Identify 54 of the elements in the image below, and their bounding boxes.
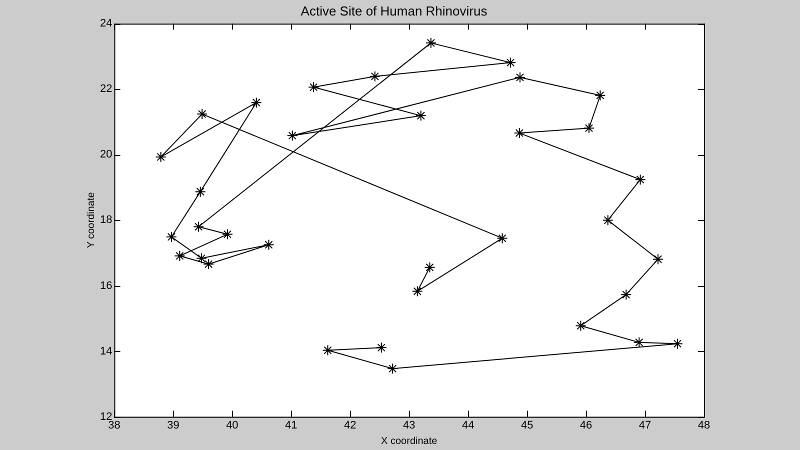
point — [196, 108, 208, 120]
point — [505, 57, 516, 68]
y-tick-label: 20 — [100, 148, 112, 161]
point — [594, 90, 606, 101]
point — [308, 82, 320, 93]
y-tick-label: 18 — [100, 214, 112, 226]
point — [412, 286, 423, 297]
point — [222, 228, 233, 240]
point — [387, 363, 398, 374]
point — [322, 344, 334, 356]
point — [369, 70, 380, 82]
point — [672, 338, 683, 350]
x-tick-label: 44 — [462, 419, 474, 432]
point — [196, 252, 208, 264]
x-tick-label: 38 — [108, 419, 120, 432]
point — [203, 258, 214, 270]
point — [193, 221, 204, 232]
x-tick-label: 41 — [285, 419, 298, 432]
point — [155, 151, 166, 162]
point — [166, 231, 177, 242]
point — [602, 214, 614, 226]
x-tick-label: 47 — [638, 419, 652, 432]
point — [514, 72, 526, 83]
x-tick-label: 45 — [520, 419, 534, 432]
x-axis-title: X coordinate — [381, 436, 438, 447]
point — [376, 342, 387, 354]
point — [415, 110, 426, 122]
y-tick-label: 16 — [100, 280, 112, 292]
point — [620, 289, 632, 300]
x-tick-label: 39 — [167, 419, 180, 432]
point — [174, 250, 186, 262]
point — [194, 186, 206, 198]
point — [575, 320, 586, 332]
point — [583, 122, 594, 134]
point — [424, 262, 436, 273]
point — [634, 336, 645, 348]
point — [496, 232, 508, 244]
point — [425, 37, 436, 48]
point — [263, 239, 274, 250]
point — [634, 174, 646, 186]
y-axis-title: Y coordinate — [86, 192, 97, 248]
point — [514, 128, 525, 139]
chart-title: Active Site of Human Rhinovirus — [300, 3, 488, 18]
x-tick-label: 46 — [580, 419, 592, 432]
x-tick-label: 43 — [402, 419, 416, 432]
x-tick-label: 42 — [344, 419, 356, 432]
x-tick-label: 48 — [698, 419, 710, 432]
point — [652, 254, 664, 265]
y-tick-label: 24 — [100, 18, 112, 30]
point — [286, 130, 298, 142]
point — [250, 97, 262, 108]
y-tick-label: 14 — [100, 345, 112, 358]
y-tick-label: 22 — [100, 83, 112, 96]
x-tick-label: 40 — [226, 419, 238, 432]
